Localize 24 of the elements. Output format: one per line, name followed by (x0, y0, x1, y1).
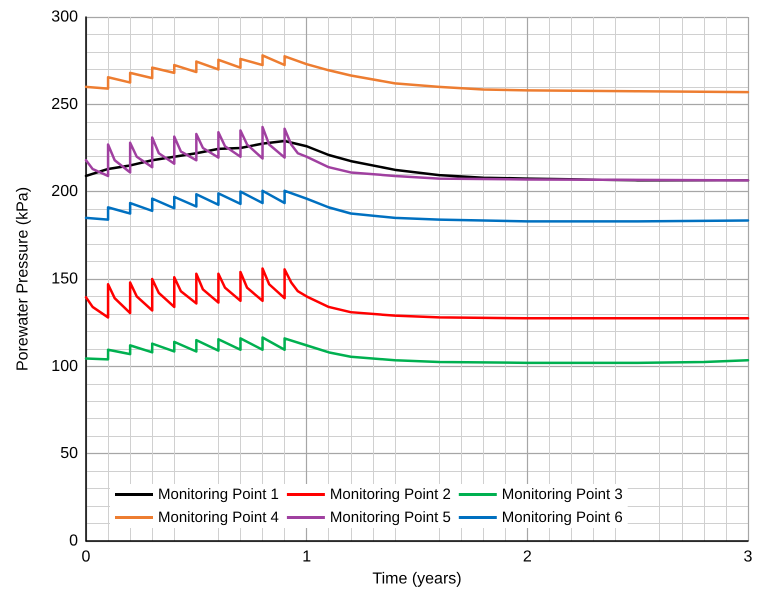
legend-label: Monitoring Point 5 (330, 509, 451, 526)
x-tick-label: 0 (82, 548, 91, 566)
x-axis-title: Time (years) (372, 570, 462, 588)
y-tick-label: 50 (60, 445, 78, 462)
line-series (84, 54, 750, 94)
y-tick-label: 150 (51, 270, 78, 288)
y-tick-label: 300 (51, 8, 78, 26)
line-series (84, 336, 750, 364)
y-tick-label: 250 (51, 96, 78, 113)
line-series (84, 190, 750, 223)
legend-label: Monitoring Point 1 (158, 486, 279, 503)
x-tick-label: 2 (522, 548, 532, 566)
y-tick-label: 0 (69, 532, 78, 550)
y-tick-label: 100 (51, 358, 78, 375)
legend-label: Monitoring Point 4 (158, 509, 279, 526)
line-series (84, 126, 750, 182)
y-axis-title: Porewater Pressure (kPa) (14, 186, 32, 372)
y-tick-label: 200 (51, 183, 78, 200)
x-tick-label: 3 (744, 548, 753, 566)
legend-label: Monitoring Point 2 (330, 486, 451, 503)
legend-label: Monitoring Point 6 (502, 509, 623, 526)
legend-label: Monitoring Point 3 (502, 486, 623, 503)
line-series (84, 267, 750, 320)
x-tick-label: 1 (302, 548, 312, 566)
